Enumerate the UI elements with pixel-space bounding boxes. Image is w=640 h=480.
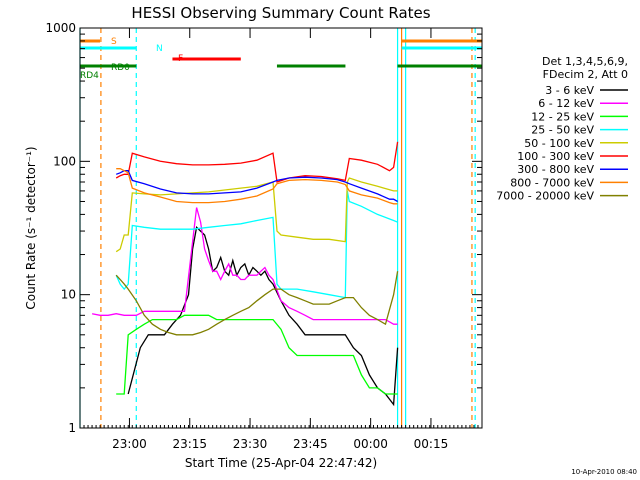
x-tick-label: 23:15 [172, 437, 207, 451]
flag-label-n: N [156, 44, 163, 54]
flag-label-rd0: RD0 [111, 63, 130, 73]
flag-label-rd4: RD4 [80, 71, 99, 81]
legend-entry-0: 3 - 6 keV [545, 84, 594, 97]
legend-entry-5: 100 - 300 keV [517, 150, 594, 163]
series-line-2 [116, 314, 398, 395]
legend-entry-8: 7000 - 20000 keV [496, 190, 594, 203]
plot-frame [79, 27, 483, 429]
series-line-6 [115, 170, 398, 203]
flag-label-s: S [111, 37, 117, 47]
x-tick-label: 00:00 [353, 437, 388, 451]
legend-entry-3: 25 - 50 keV [531, 124, 594, 137]
series-line-1 [91, 207, 398, 325]
series-line-0 [127, 226, 399, 407]
legend-header-line-2: FDecim 2, Att 0 [543, 68, 628, 81]
legend-entry-4: 50 - 100 keV [524, 137, 594, 150]
x-tick-label: 23:45 [293, 437, 328, 451]
x-tick-label: 23:00 [112, 437, 147, 451]
y-tick-label: 100 [53, 154, 76, 168]
footer-timestamp: 10-Apr-2010 08:40 [571, 468, 637, 476]
series-line-4 [115, 177, 398, 253]
x-axis-label: Start Time (25-Apr-04 22:47:42) [185, 456, 377, 470]
series-line-8 [115, 271, 399, 336]
y-axis-label: Count Rate (s⁻¹ detector⁻¹) [24, 146, 38, 309]
series-line-7 [116, 168, 398, 205]
legend-entry-1: 6 - 12 keV [538, 97, 594, 110]
x-tick-label: 00:15 [414, 437, 449, 451]
flag-label-f: F [178, 54, 183, 64]
legend-entry-6: 300 - 800 keV [517, 163, 594, 176]
legend-entry-7: 800 - 7000 keV [510, 176, 594, 189]
y-tick-label: 1000 [45, 21, 76, 35]
series-line-5 [115, 141, 399, 183]
legend-header-line-1: Det 1,3,4,5,6,9, [542, 55, 628, 68]
x-tick-label: 23:30 [233, 437, 268, 451]
y-tick-label: 10 [61, 288, 76, 302]
y-tick-label: 1 [68, 421, 76, 435]
legend-entry-2: 12 - 25 keV [531, 110, 594, 123]
chart-title: HESSI Observing Summary Count Rates [131, 4, 430, 22]
series-line-3 [115, 190, 398, 299]
